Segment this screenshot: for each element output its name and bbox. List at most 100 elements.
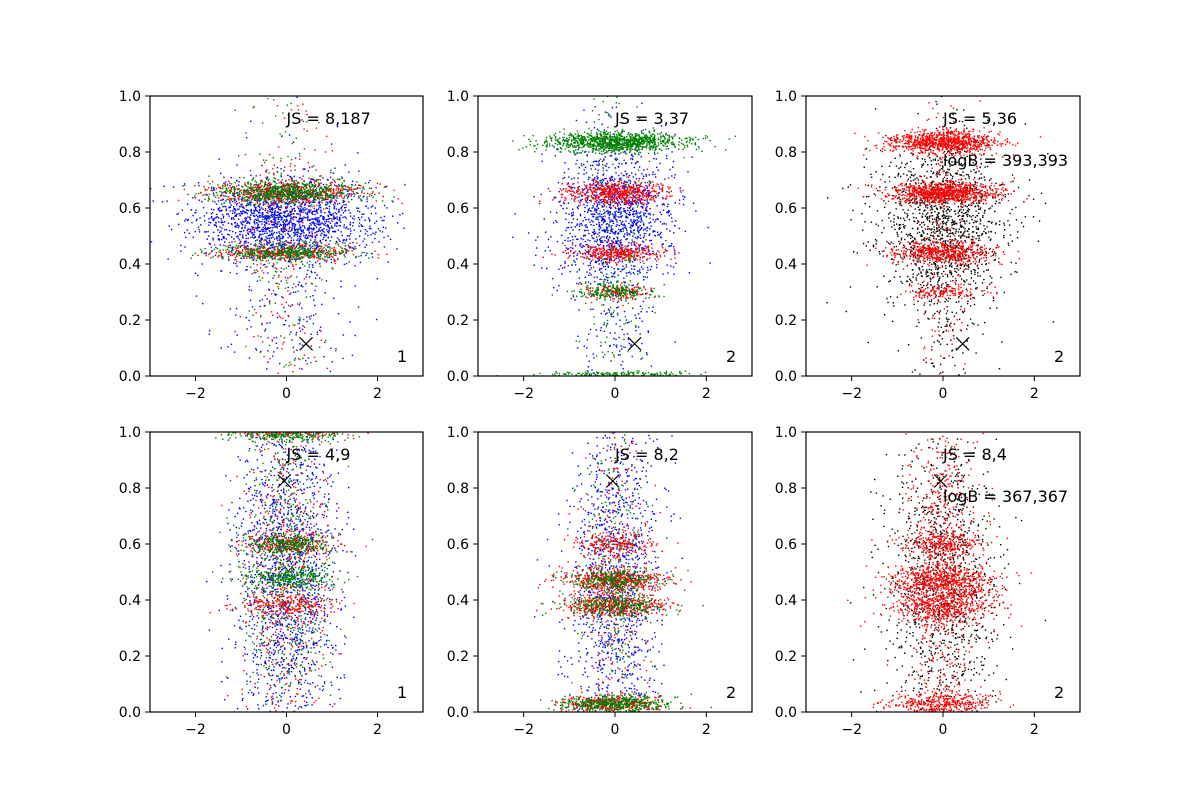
data-point xyxy=(245,234,247,237)
data-point xyxy=(298,191,300,194)
data-point xyxy=(317,192,319,194)
data-point xyxy=(291,246,294,248)
data-point xyxy=(336,225,338,227)
data-point xyxy=(316,212,319,214)
data-point xyxy=(648,250,651,252)
data-point xyxy=(326,188,328,190)
data-point xyxy=(262,259,264,261)
data-point xyxy=(319,206,321,209)
data-point xyxy=(313,205,315,207)
data-point xyxy=(605,276,607,278)
data-point xyxy=(310,209,312,211)
data-point xyxy=(329,200,331,202)
data-point xyxy=(280,229,282,231)
data-point xyxy=(220,270,223,272)
data-point xyxy=(235,251,237,253)
data-point xyxy=(309,186,311,188)
data-point xyxy=(284,244,286,247)
data-point xyxy=(236,191,238,194)
data-point xyxy=(270,253,272,255)
data-point xyxy=(584,206,586,209)
data-point xyxy=(605,268,607,271)
data-point xyxy=(330,169,332,171)
data-point xyxy=(237,218,240,220)
data-point xyxy=(227,190,229,192)
data-point xyxy=(300,203,302,205)
data-point xyxy=(327,215,330,218)
data-point xyxy=(227,258,230,260)
data-point xyxy=(348,195,350,197)
data-point xyxy=(296,220,299,222)
data-point xyxy=(317,197,319,199)
data-point xyxy=(266,194,269,196)
data-point xyxy=(251,306,254,308)
data-point xyxy=(665,133,667,136)
data-point xyxy=(310,227,312,229)
data-point xyxy=(638,220,640,222)
data-point xyxy=(259,254,261,256)
data-point xyxy=(343,207,346,209)
data-point xyxy=(621,244,624,246)
data-point xyxy=(254,240,257,242)
data-point xyxy=(254,209,257,211)
data-point xyxy=(289,187,291,190)
data-point xyxy=(285,319,287,322)
data-point xyxy=(328,189,330,191)
data-point xyxy=(270,208,272,211)
data-point xyxy=(222,195,225,197)
data-point xyxy=(260,230,262,232)
data-point xyxy=(279,258,281,261)
data-point xyxy=(618,225,620,227)
data-point xyxy=(389,238,392,241)
data-point xyxy=(267,337,269,339)
data-point xyxy=(322,230,324,232)
data-point xyxy=(285,279,288,281)
data-point xyxy=(312,242,314,244)
data-point xyxy=(313,254,316,257)
data-point xyxy=(594,210,596,212)
data-point xyxy=(245,193,247,195)
data-point xyxy=(669,245,671,247)
data-point xyxy=(288,235,291,237)
data-point xyxy=(247,216,249,218)
data-point xyxy=(307,192,309,195)
data-point xyxy=(599,240,602,243)
data-point xyxy=(331,361,333,363)
data-point xyxy=(367,207,369,209)
data-point xyxy=(299,367,301,370)
data-point xyxy=(220,221,222,224)
data-point xyxy=(304,168,306,170)
data-point xyxy=(249,254,251,256)
data-point xyxy=(605,177,607,180)
data-point xyxy=(336,221,338,224)
data-point xyxy=(286,219,288,222)
data-point xyxy=(353,188,355,190)
data-point xyxy=(276,171,279,173)
data-point xyxy=(264,232,266,234)
data-point xyxy=(565,247,568,249)
data-point xyxy=(264,252,266,254)
data-point xyxy=(597,217,599,219)
data-point xyxy=(273,274,275,277)
data-point xyxy=(320,182,322,184)
data-point xyxy=(343,200,346,203)
data-point xyxy=(351,180,354,182)
data-point xyxy=(265,202,267,204)
data-point xyxy=(298,121,301,123)
data-point xyxy=(298,254,300,256)
data-point xyxy=(285,228,287,230)
data-point xyxy=(303,196,306,198)
data-point xyxy=(629,234,631,236)
data-point xyxy=(284,250,287,253)
data-point xyxy=(234,195,236,198)
data-point xyxy=(262,256,264,258)
data-point xyxy=(634,173,637,176)
data-point xyxy=(329,176,332,178)
data-point xyxy=(223,229,226,231)
data-point xyxy=(309,223,311,225)
data-point xyxy=(639,229,641,232)
data-point xyxy=(290,331,292,333)
data-point xyxy=(295,199,298,201)
data-point xyxy=(386,253,388,256)
data-point xyxy=(262,254,264,256)
